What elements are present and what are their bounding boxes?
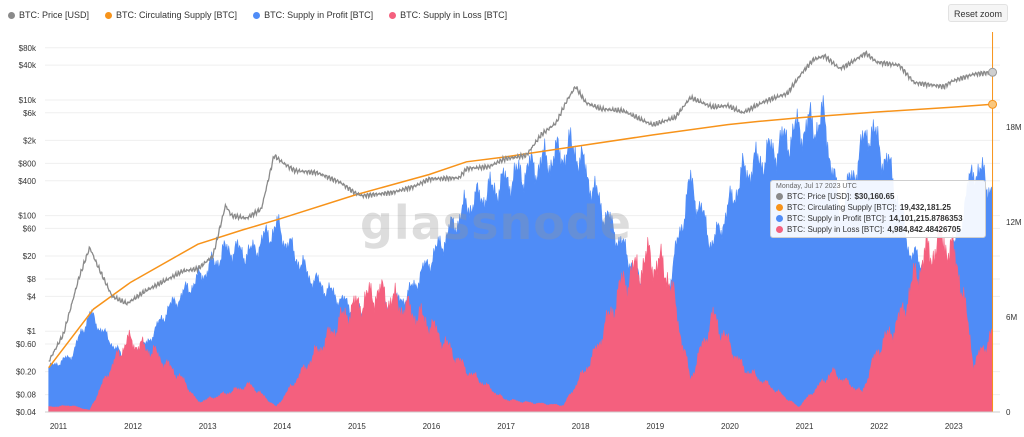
x-tick-label: 2020	[721, 422, 739, 431]
legend-label: BTC: Circulating Supply [BTC]	[116, 10, 238, 20]
x-tick-label: 2018	[572, 422, 590, 431]
supply-in-loss-area	[48, 212, 993, 413]
tooltip-value: $30,160.65	[854, 192, 895, 201]
legend-dot-icon	[253, 11, 261, 19]
tooltip-row: BTC: Price [USD]: $30,160.65	[776, 191, 980, 202]
legend-item[interactable]: BTC: Supply in Loss [BTC]	[389, 10, 507, 20]
supply-in-profit-area	[48, 95, 993, 413]
supply-marker	[988, 99, 998, 109]
tooltip-value: 14,101,215.8786353	[889, 214, 963, 223]
tooltip-dot-icon	[776, 215, 783, 222]
y-left-tick-label: $10k	[19, 96, 37, 105]
y-left-tick-label: $400	[18, 177, 36, 186]
x-tick-label: 2023	[945, 422, 963, 431]
legend-dot-icon	[105, 11, 113, 19]
y-left-tick-label: $60	[23, 224, 37, 233]
tooltip: Monday, Jul 17 2023 UTC BTC: Price [USD]…	[770, 180, 986, 238]
y-left-tick-label: $1	[27, 327, 36, 336]
y-left-tick-label: $2k	[23, 136, 37, 145]
legend-item[interactable]: BTC: Price [USD]	[8, 10, 89, 20]
y-left-tick-label: $80k	[19, 44, 37, 53]
y-left-tick-label: $0.60	[16, 340, 37, 349]
tooltip-label: BTC: Price [USD]:	[787, 192, 852, 201]
tooltip-row: BTC: Circulating Supply [BTC]: 19,432,181…	[776, 202, 980, 213]
tooltip-value: 19,432,181.25	[899, 203, 951, 212]
y-left-tick-label: $40k	[19, 61, 37, 70]
x-tick-label: 2017	[497, 422, 515, 431]
x-tick-label: 2013	[199, 422, 217, 431]
x-tick-label: 2019	[646, 422, 664, 431]
x-tick-label: 2021	[796, 422, 814, 431]
legend-item[interactable]: BTC: Circulating Supply [BTC]	[105, 10, 237, 20]
y-left-tick-label: $0.04	[16, 408, 37, 417]
y-left-tick-label: $8	[27, 275, 36, 284]
legend-label: BTC: Supply in Profit [BTC]	[264, 10, 374, 20]
y-left-tick-label: $20	[23, 252, 37, 261]
y-right-tick-label: 18M	[1006, 123, 1022, 132]
x-tick-label: 2022	[870, 422, 888, 431]
legend-label: BTC: Supply in Loss [BTC]	[400, 10, 508, 20]
y-left-tick-label: $800	[18, 159, 36, 168]
tooltip-dot-icon	[776, 226, 783, 233]
reset-zoom-button[interactable]: Reset zoom	[948, 4, 1008, 22]
x-tick-label: 2015	[348, 422, 366, 431]
y-right-tick-label: 6M	[1006, 313, 1017, 322]
y-left-tick-label: $4	[27, 292, 36, 301]
y-left-tick-label: $100	[18, 212, 36, 221]
tooltip-row: BTC: Supply in Loss [BTC]: 4,984,842.4842…	[776, 224, 980, 235]
x-tick-label: 2012	[124, 422, 142, 431]
y-left-tick-label: $0.20	[16, 368, 37, 377]
y-right-tick-label: 0	[1006, 408, 1011, 417]
tooltip-dot-icon	[776, 193, 783, 200]
circulating-supply-line	[48, 103, 993, 369]
y-left-tick-label: $0.08	[16, 391, 37, 400]
legend-item[interactable]: BTC: Supply in Profit [BTC]	[253, 10, 373, 20]
legend-dot-icon	[8, 11, 15, 19]
price-marker	[988, 67, 998, 77]
legend-dot-icon	[389, 11, 397, 19]
tooltip-date: Monday, Jul 17 2023 UTC	[776, 183, 857, 190]
tooltip-label: BTC: Circulating Supply [BTC]:	[787, 203, 897, 212]
tooltip-dot-icon	[776, 204, 783, 211]
legend: BTC: Price [USD] BTC: Circulating Supply …	[8, 8, 523, 22]
price-line	[48, 50, 993, 362]
y-right-tick-label: 12M	[1006, 218, 1022, 227]
tooltip-row: BTC: Supply in Profit [BTC]: 14,101,215.8…	[776, 213, 980, 224]
x-tick-label: 2016	[423, 422, 441, 431]
legend-label: BTC: Price [USD]	[19, 10, 90, 20]
x-tick-label: 2014	[273, 422, 291, 431]
tooltip-value: 4,984,842.48426705	[887, 225, 961, 234]
tooltip-label: BTC: Supply in Loss [BTC]:	[787, 225, 885, 234]
y-left-tick-label: $6k	[23, 109, 37, 118]
tooltip-label: BTC: Supply in Profit [BTC]:	[787, 214, 887, 223]
x-tick-label: 2011	[50, 422, 68, 431]
